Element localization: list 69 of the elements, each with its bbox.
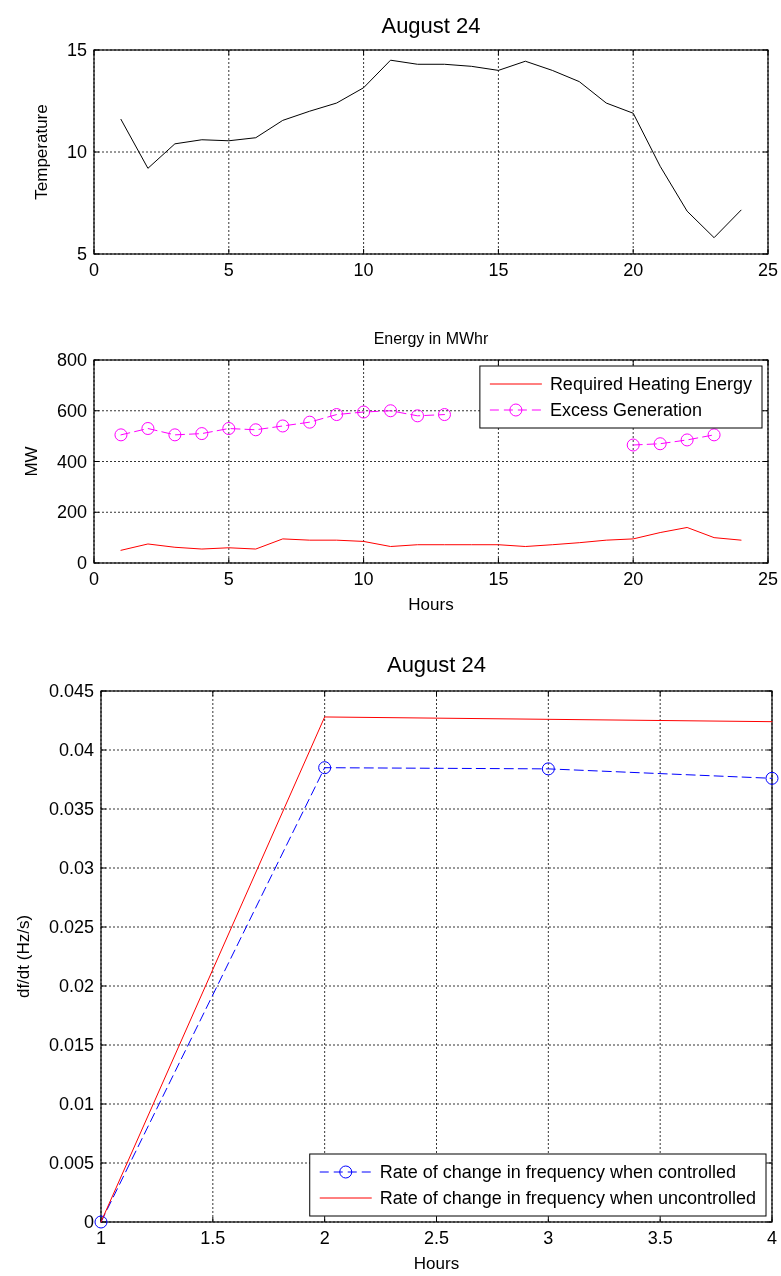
x-tick-label: 1.5 xyxy=(200,1228,226,1248)
point xyxy=(384,404,398,418)
x-tick-label: 5 xyxy=(223,569,234,589)
point xyxy=(168,428,182,442)
point xyxy=(318,761,332,775)
point xyxy=(141,422,155,436)
y-axis-title: df/dt (Hz/s) xyxy=(13,914,33,999)
legend-label: Rate of change in frequency when controlled xyxy=(379,1162,736,1182)
point xyxy=(303,415,317,429)
point xyxy=(114,428,128,442)
chart-title: August 24 xyxy=(386,652,487,677)
line-series xyxy=(120,526,742,551)
y-tick-label: 15 xyxy=(66,40,87,60)
x-tick-label: 25 xyxy=(757,569,779,589)
point xyxy=(437,408,451,422)
y-tick-label: 0.035 xyxy=(48,799,94,819)
chart-title: August 24 xyxy=(381,13,481,38)
y-tick-label: 0.02 xyxy=(58,976,94,996)
x-tick-label: 2 xyxy=(319,1228,330,1248)
x-tick-label: 10 xyxy=(353,569,374,589)
point xyxy=(222,422,236,436)
x-tick-label: 3.5 xyxy=(647,1228,673,1248)
legend-label: Rate of change in frequency when uncontrolled xyxy=(379,1188,756,1208)
point xyxy=(707,428,721,442)
x-tick-label: 10 xyxy=(353,260,374,280)
y-axis-title: Temperature xyxy=(31,104,51,200)
x-tick-label: 5 xyxy=(223,260,234,280)
legend-label: Excess Generation xyxy=(549,400,702,420)
point xyxy=(330,408,344,422)
x-tick-label: 2.5 xyxy=(423,1228,450,1248)
x-tick-label: 3 xyxy=(543,1228,554,1248)
x-axis-title: Hours xyxy=(408,595,454,614)
y-tick-label: 0 xyxy=(83,1212,94,1232)
x-tick-label: 4 xyxy=(766,1228,778,1248)
y-tick-label: 0.015 xyxy=(48,1035,94,1055)
point xyxy=(653,437,667,451)
point xyxy=(765,771,779,785)
point xyxy=(276,419,290,433)
point xyxy=(195,427,209,441)
x-axis-title: Hours xyxy=(413,1254,460,1273)
x-tick-label: 20 xyxy=(623,569,644,589)
point xyxy=(626,438,640,452)
y-tick-label: 0.005 xyxy=(48,1153,94,1173)
x-tick-label: 1 xyxy=(95,1228,107,1248)
legend-label: Required Heating Energy xyxy=(549,374,752,394)
point xyxy=(541,762,555,776)
y-tick-label: 800 xyxy=(56,350,87,370)
chart-title: Energy in MWhr xyxy=(373,330,490,347)
y-tick-label: 400 xyxy=(56,451,87,472)
y-tick-label: 0.025 xyxy=(48,917,94,937)
y-tick-label: 5 xyxy=(76,244,87,264)
point xyxy=(411,409,425,423)
point xyxy=(357,405,371,419)
y-tick-label: 0.045 xyxy=(48,681,94,701)
x-tick-label: 15 xyxy=(488,569,509,589)
point xyxy=(249,423,263,437)
y-tick-label: 0.03 xyxy=(58,858,94,878)
x-tick-label: 25 xyxy=(757,260,779,280)
y-tick-label: 200 xyxy=(56,502,87,523)
y-tick-label: 600 xyxy=(56,400,87,421)
x-tick-label: 15 xyxy=(488,260,509,280)
y-axis-title: MW xyxy=(21,446,41,477)
point xyxy=(94,1215,108,1229)
y-tick-label: 0.01 xyxy=(58,1094,94,1114)
x-tick-label: 20 xyxy=(623,260,644,280)
y-tick-label: 10 xyxy=(66,142,87,162)
y-tick-label: 0.04 xyxy=(58,740,94,760)
y-tick-label: 0 xyxy=(76,553,87,573)
point xyxy=(680,433,694,447)
